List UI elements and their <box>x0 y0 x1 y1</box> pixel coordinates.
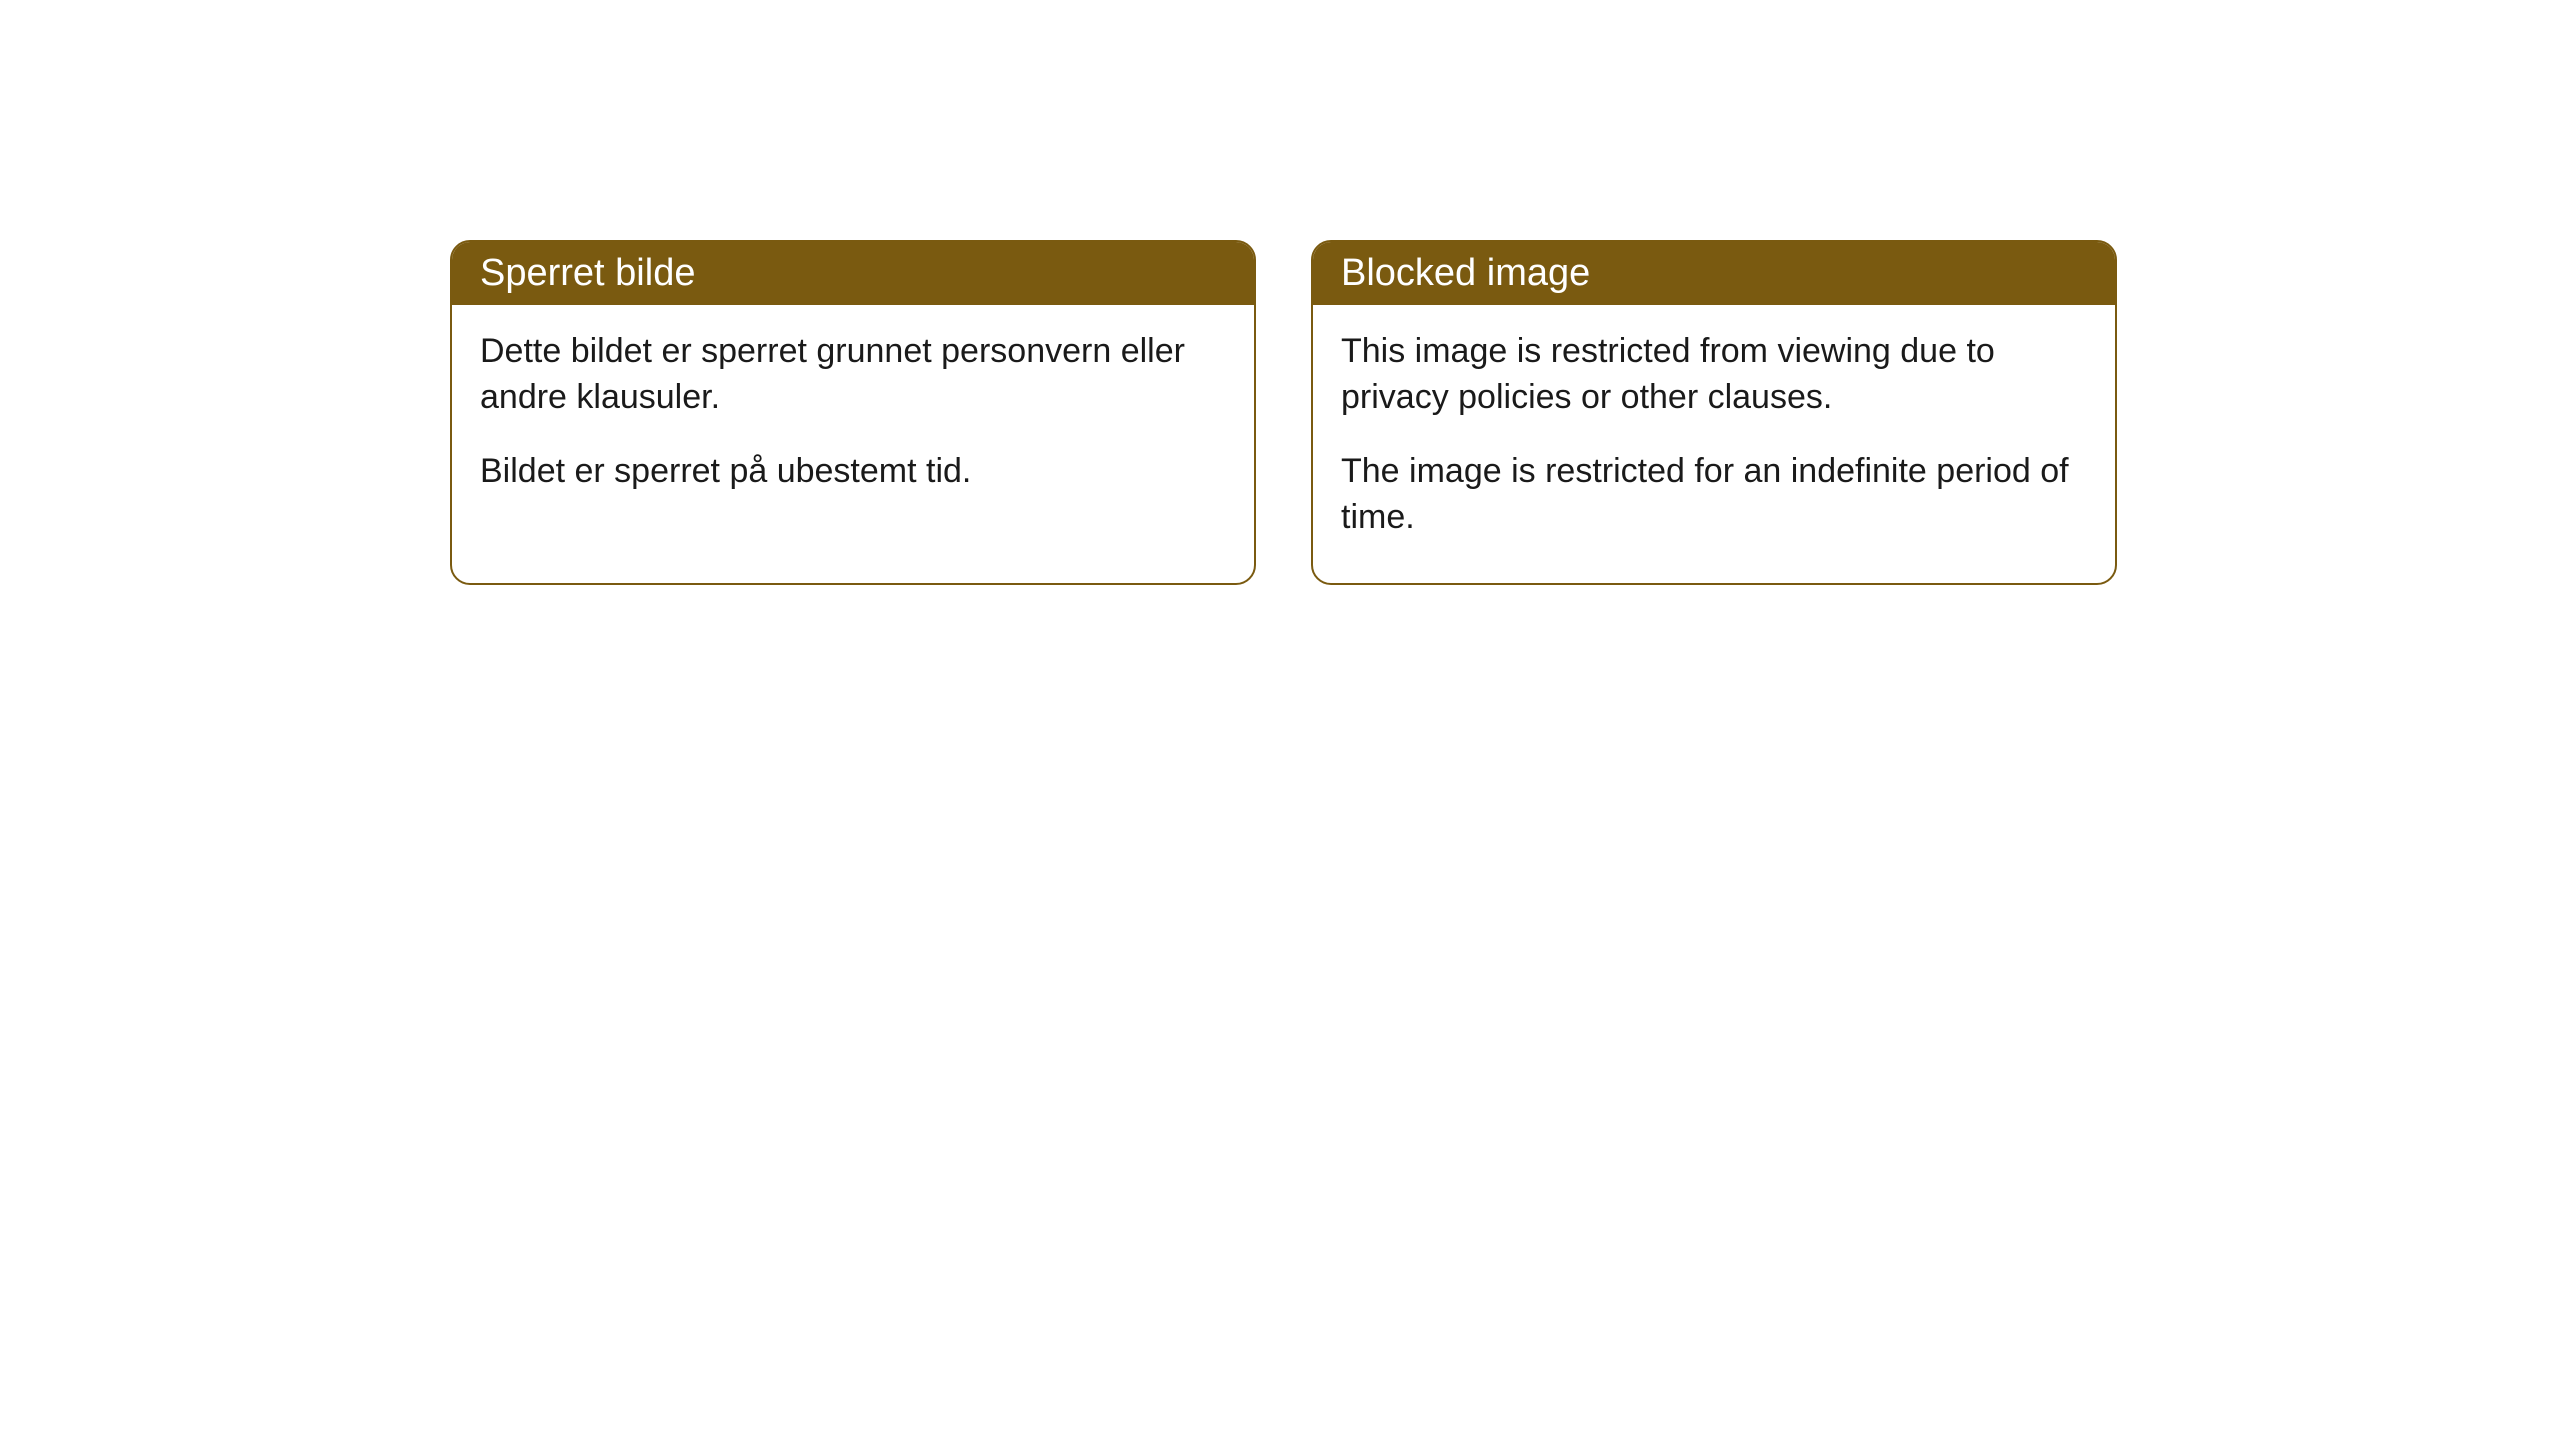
card-paragraph-2: The image is restricted for an indefinit… <box>1341 449 2087 541</box>
card-title: Blocked image <box>1341 252 1590 294</box>
card-header: Blocked image <box>1313 242 2115 305</box>
notice-cards-container: Sperret bilde Dette bildet er sperret gr… <box>450 240 2560 585</box>
card-title: Sperret bilde <box>480 252 695 294</box>
notice-card-english: Blocked image This image is restricted f… <box>1311 240 2117 585</box>
card-header: Sperret bilde <box>452 242 1254 305</box>
card-paragraph-1: This image is restricted from viewing du… <box>1341 329 2087 421</box>
card-paragraph-2: Bildet er sperret på ubestemt tid. <box>480 449 1226 495</box>
card-body: This image is restricted from viewing du… <box>1313 305 2115 583</box>
card-body: Dette bildet er sperret grunnet personve… <box>452 305 1254 537</box>
notice-card-norwegian: Sperret bilde Dette bildet er sperret gr… <box>450 240 1256 585</box>
card-paragraph-1: Dette bildet er sperret grunnet personve… <box>480 329 1226 421</box>
